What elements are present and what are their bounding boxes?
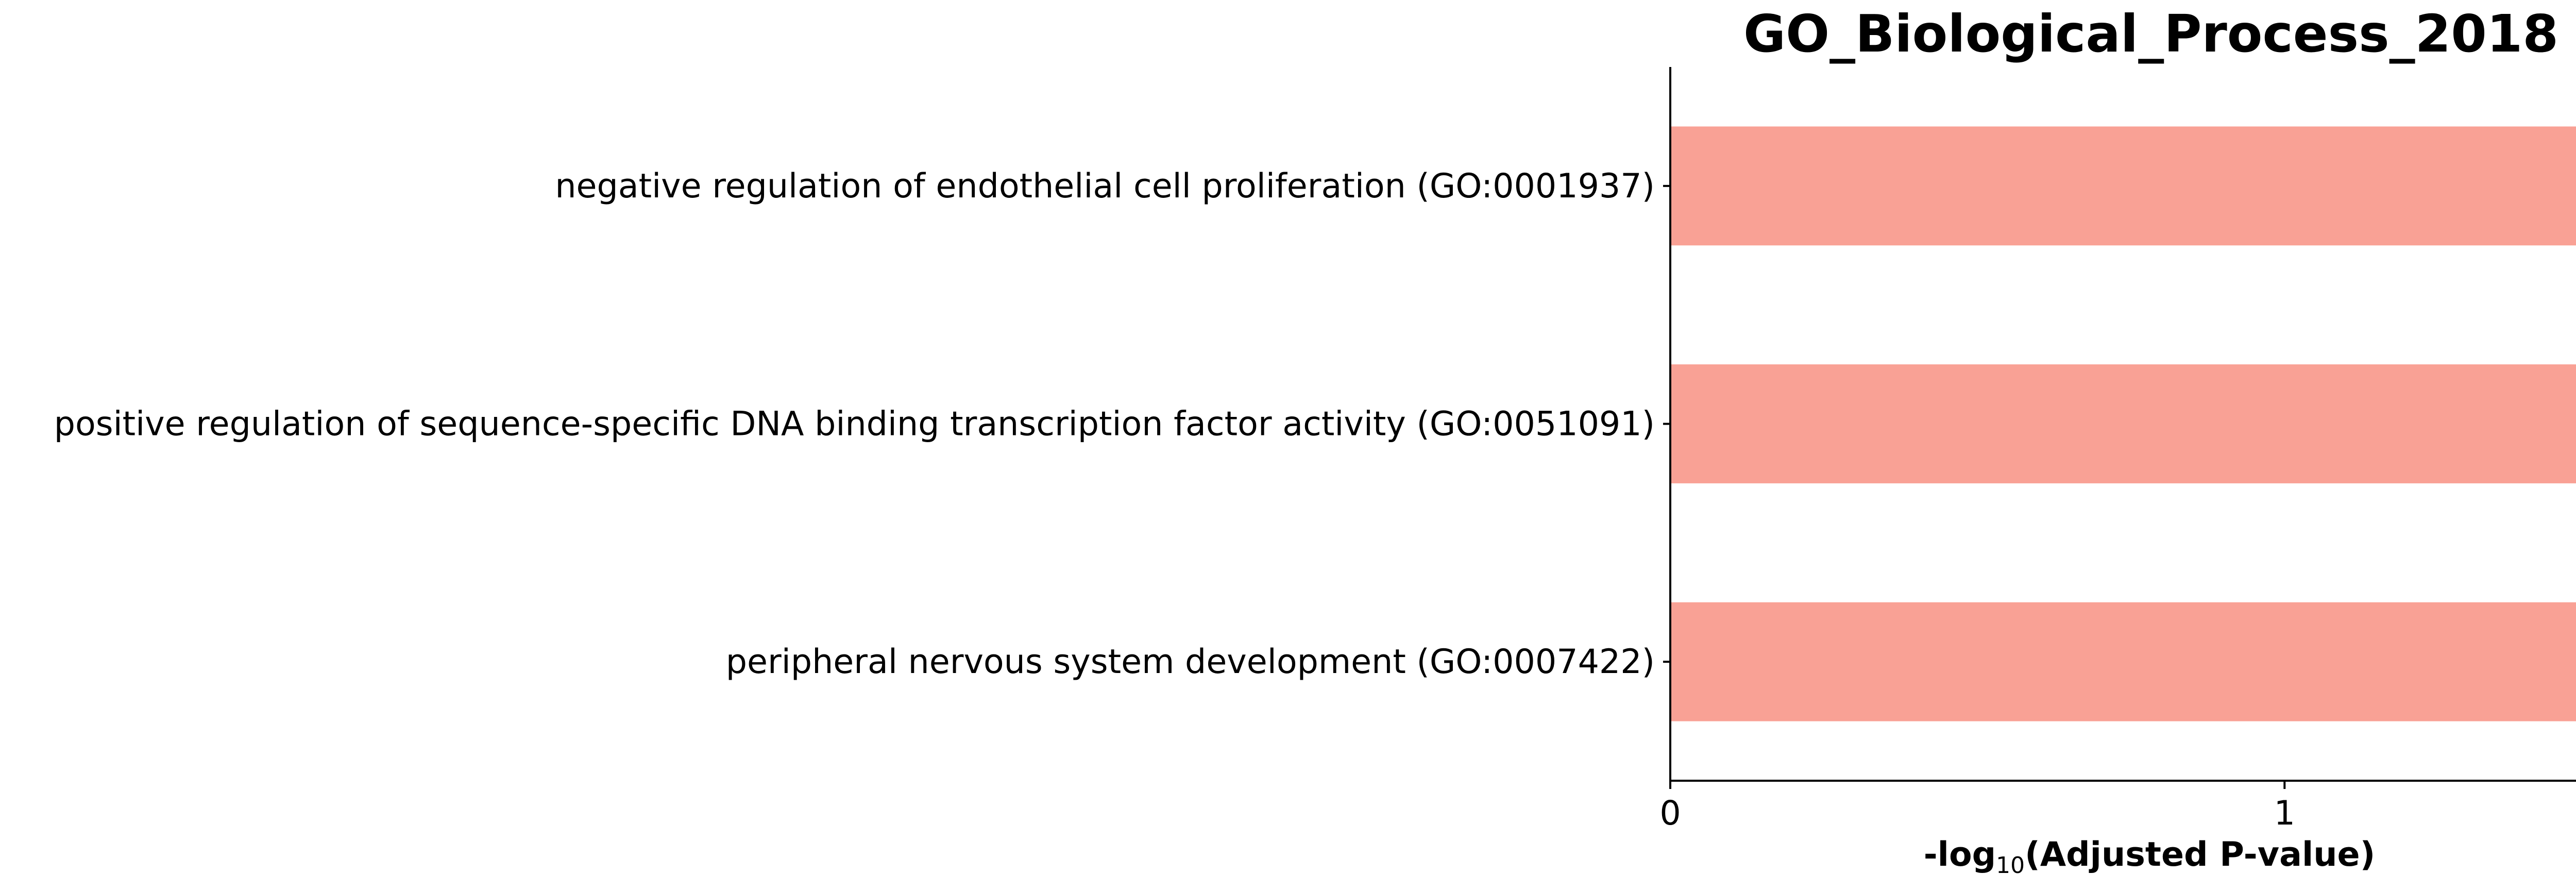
bar-3 <box>1670 602 2576 721</box>
category-label-1: negative regulation of endothelial cell … <box>555 167 1655 206</box>
bar-2 <box>1670 364 2576 483</box>
chart-title: GO_Biological_Process_2018 <box>1743 4 2558 64</box>
category-label-2: positive regulation of sequence-specific… <box>54 405 1655 444</box>
x-axis-label-prefix: -log <box>1924 835 1996 874</box>
bars-layer <box>1670 126 2576 721</box>
x-axis-label-suffix: (Adjusted P-value) <box>2025 835 2375 874</box>
x-axis-label: -log10(Adjusted P-value) <box>1924 835 2376 879</box>
x-tick-label-1: 1 <box>2274 794 2295 833</box>
x-axis-label-subscript: 10 <box>1996 852 2025 879</box>
category-label-3: peripheral nervous system development (G… <box>726 643 1655 681</box>
category-labels: negative regulation of endothelial cell … <box>54 167 1670 681</box>
bar-1 <box>1670 126 2576 246</box>
x-tick-label-0: 0 <box>1659 794 1681 833</box>
